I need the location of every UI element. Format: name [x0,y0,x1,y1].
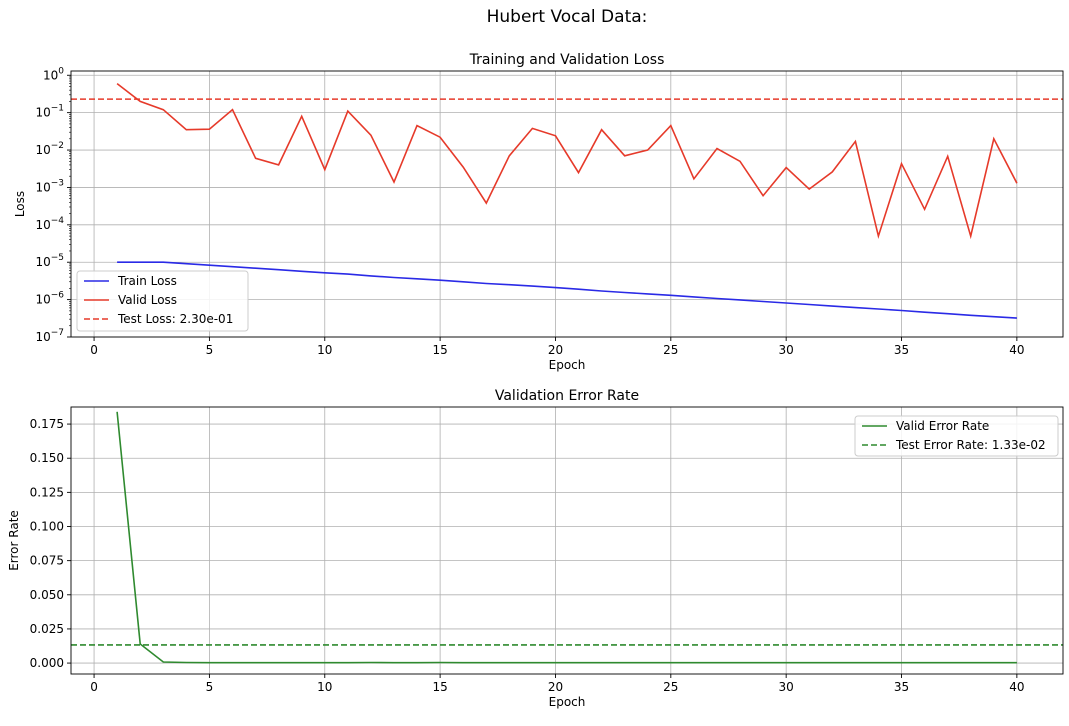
axes-frame [70,406,1064,675]
grid [71,407,1063,674]
legend-box [76,270,249,332]
loss-chart: 0 5 10 15 20 25 30 35 40 10−7 10−6 10−5 10−4 10−3 10−2… [13,52,1064,372]
axes-frame [70,70,1064,338]
legend-label: Test Error Rate: 1.33e-02 [895,438,1046,452]
legend-label: Valid Error Rate [896,419,989,433]
y-tick-label: 0.050 [30,588,64,602]
x-tick-label: 20 [548,680,563,694]
x-tick-label: 35 [894,343,909,357]
series-line-0 [116,411,1017,664]
x-tick-label: 15 [432,680,447,694]
y-tick-label: 10−2 [35,141,64,157]
figure-suptitle: Hubert Vocal Data: [487,7,648,27]
chart-title: Training and Validation Loss [469,52,665,68]
y-tick-label: 0.025 [30,622,64,636]
series-line-1 [116,82,1018,240]
x-tick-label: 25 [663,680,678,694]
x-tick-label: 10 [317,343,332,357]
y-tick-label: 10−4 [35,216,64,232]
x-tick-label: 40 [1009,343,1024,357]
legend-label: Valid Loss [118,293,177,307]
legend: Train Loss Valid Loss Test Loss: 2.30e-01 [76,270,249,332]
y-tick-label: 100 [43,66,64,82]
y-axis-label: Loss [13,191,27,217]
y-tick-label: 0.100 [30,520,64,534]
x-tick-label: 30 [779,680,794,694]
legend: Valid Error Rate Test Error Rate: 1.33e-0… [854,415,1059,457]
x-axis-label: Epoch [549,358,586,372]
y-tick-label: 0.150 [30,451,64,465]
y-tick-label: 10−3 [35,178,64,194]
y-tick-label: 10−7 [35,328,64,344]
y-tick-label: 0.175 [30,417,64,431]
y-axis-label: Error Rate [7,510,21,571]
x-tick-label: 10 [317,680,332,694]
series-line-0 [117,261,1017,319]
x-tick-label: 5 [206,343,214,357]
chart-title: Validation Error Rate [495,388,639,404]
y-tick-label: 0.000 [30,656,64,670]
x-tick-label: 25 [663,343,678,357]
y-tick-label: 0.125 [30,485,64,499]
y-tick-label: 10−6 [35,291,64,307]
legend-label: Test Loss: 2.30e-01 [117,312,233,326]
x-tick-label: 15 [432,343,447,357]
x-axis-label: Epoch [549,695,586,709]
legend-box [854,415,1059,457]
error-rate-chart: 0 5 10 15 20 25 30 35 40 0.000 0.025 0.050 0.075 0.10… [7,388,1064,709]
x-tick-label: 40 [1009,680,1024,694]
legend-label: Train Loss [117,274,177,288]
y-tick-label: 0.075 [30,554,64,568]
x-tick-label: 30 [779,343,794,357]
y-tick-label: 10−1 [35,104,64,120]
y-tick-label: 10−5 [35,253,64,269]
x-tick-label: 35 [894,680,909,694]
x-tick-label: 20 [548,343,563,357]
x-tick-label: 5 [206,680,214,694]
x-tick-label: 0 [90,680,98,694]
x-tick-label: 0 [90,343,98,357]
